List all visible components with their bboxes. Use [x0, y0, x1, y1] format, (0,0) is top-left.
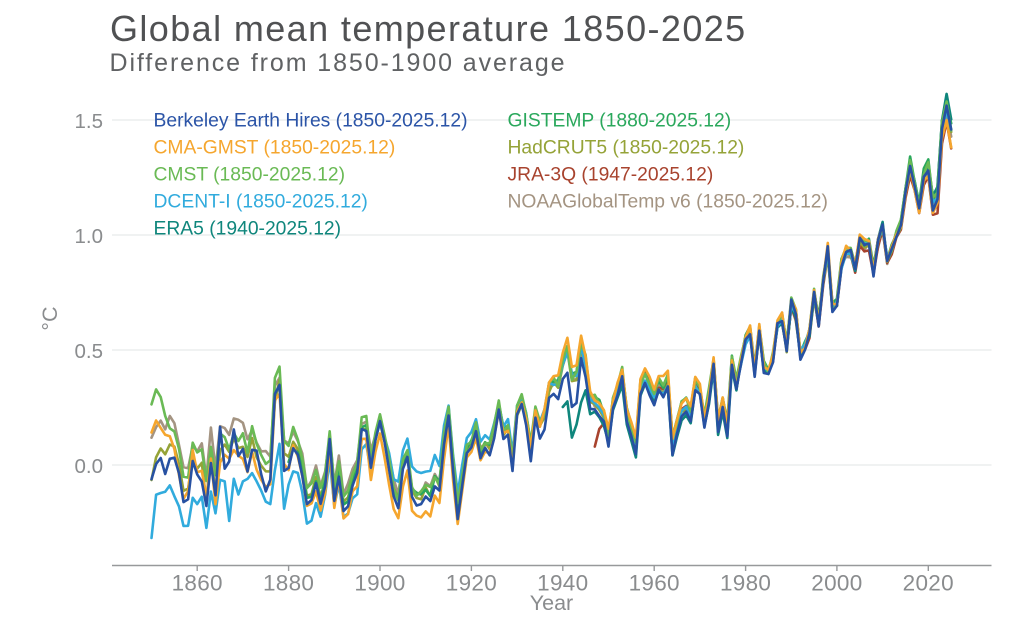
- svg-text:1960: 1960: [629, 571, 680, 596]
- svg-text:ERA5 (1940-2025.12): ERA5 (1940-2025.12): [154, 219, 342, 240]
- svg-text:1.0: 1.0: [75, 225, 104, 248]
- svg-text:1860: 1860: [172, 571, 223, 596]
- svg-text:CMA-GMST (1850-2025.12): CMA-GMST (1850-2025.12): [154, 138, 396, 159]
- svg-text:Global mean temperature 1850-2: Global mean temperature 1850-2025: [110, 8, 747, 49]
- svg-text:1940: 1940: [537, 571, 588, 596]
- svg-text:°C: °C: [38, 306, 62, 330]
- svg-text:Berkeley Earth Hires (1850-202: Berkeley Earth Hires (1850-2025.12): [154, 111, 468, 132]
- svg-text:GISTEMP (1880-2025.12): GISTEMP (1880-2025.12): [508, 111, 732, 132]
- svg-text:HadCRUT5 (1850-2025.12): HadCRUT5 (1850-2025.12): [508, 138, 745, 159]
- svg-text:DCENT-I (1850-2025.12): DCENT-I (1850-2025.12): [154, 192, 368, 213]
- svg-text:Difference from 1850-1900 aver: Difference from 1850-1900 average: [110, 49, 567, 77]
- svg-text:1900: 1900: [354, 571, 405, 596]
- svg-text:1880: 1880: [263, 571, 314, 596]
- svg-text:NOAAGlobalTemp v6 (1850-2025.1: NOAAGlobalTemp v6 (1850-2025.12): [508, 192, 828, 213]
- svg-text:1920: 1920: [446, 571, 497, 596]
- svg-text:2020: 2020: [903, 571, 954, 596]
- svg-text:CMST (1850-2025.12): CMST (1850-2025.12): [154, 165, 346, 186]
- svg-text:Year: Year: [530, 591, 573, 615]
- svg-text:0.0: 0.0: [75, 455, 104, 478]
- svg-text:0.5: 0.5: [75, 340, 104, 363]
- svg-text:2000: 2000: [811, 571, 862, 596]
- svg-text:JRA-3Q (1947-2025.12): JRA-3Q (1947-2025.12): [508, 165, 714, 186]
- svg-text:1.5: 1.5: [75, 110, 104, 133]
- svg-text:1980: 1980: [720, 571, 771, 596]
